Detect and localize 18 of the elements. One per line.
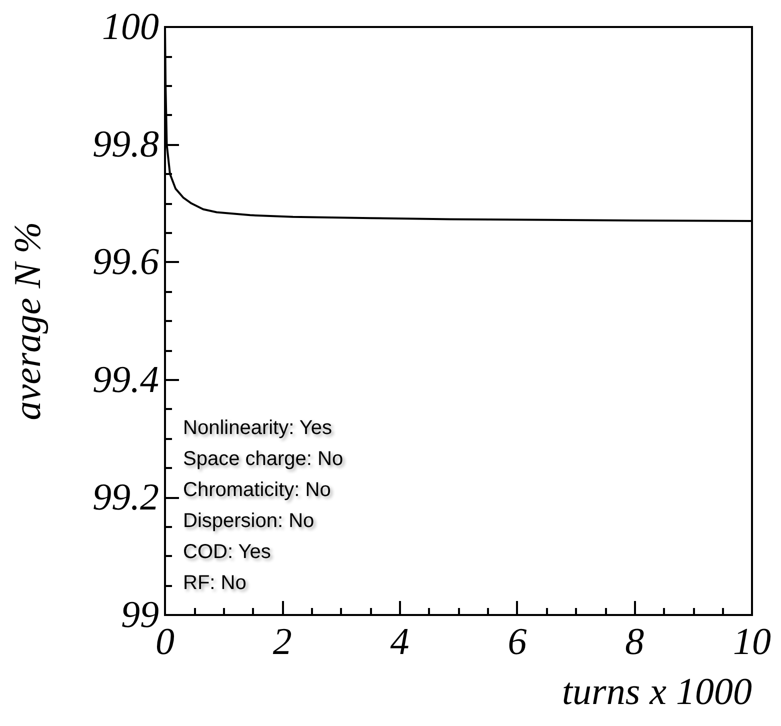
y-tick-label: 100 [102,6,159,48]
x-tick-label: 2 [272,621,292,663]
annotation: RF: No [183,572,246,594]
y-tick-label: 99.6 [92,241,159,284]
x-tick-label: 8 [625,621,644,663]
annotation: Chromaticity: No [183,479,331,501]
annotation: Dispersion: No [183,510,314,532]
y-tick-label: 99.8 [92,124,159,166]
x-tick-label: 4 [390,621,410,663]
x-tick-label: 6 [508,621,527,663]
y-tick-label: 99.4 [92,358,159,401]
annotation: Space charge: No [183,448,344,470]
annotation: Nonlinearity: Yes [183,417,332,439]
x-tick-label: 10 [733,621,771,663]
x-axis-title: turns x 1000 [562,671,752,713]
y-tick-label: 99.2 [92,476,159,518]
annotation: COD: Yes [183,541,271,563]
y-axis-title: average N % [7,222,49,420]
